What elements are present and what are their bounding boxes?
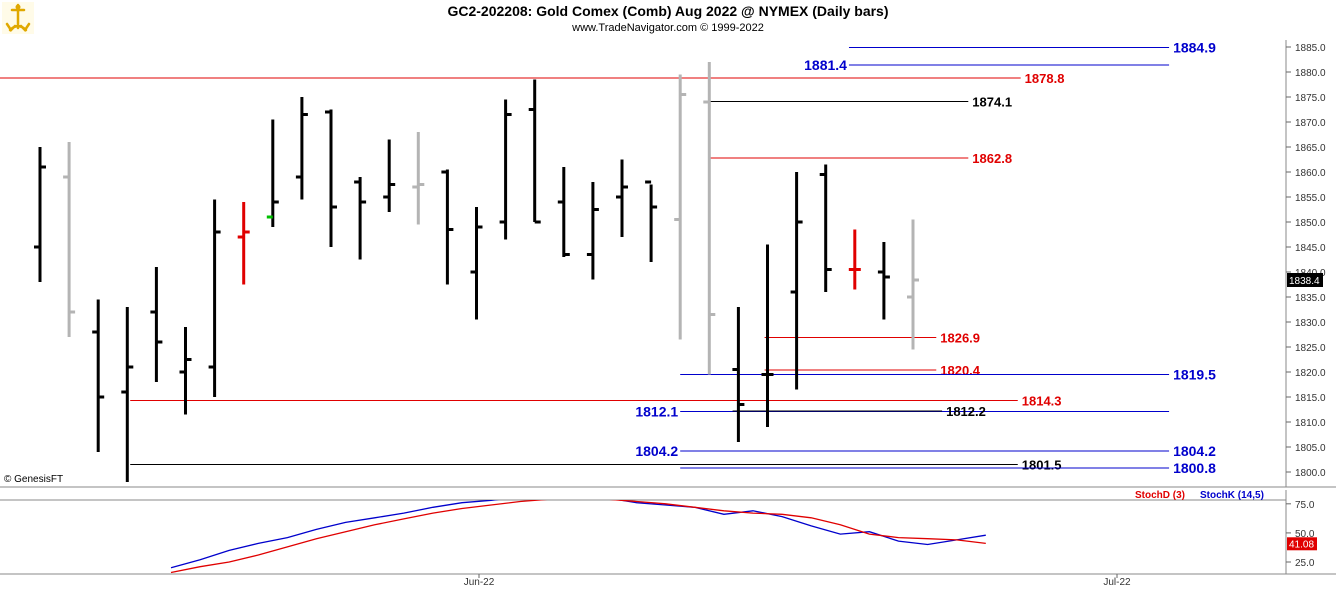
- ohlc-bars: [34, 62, 919, 482]
- ohlc-bar: [266, 119, 279, 227]
- ohlc-bar: [237, 202, 250, 285]
- level-label: 1804.2: [1173, 443, 1216, 459]
- ohlc-bar: [557, 167, 570, 257]
- level-label: 1800.8: [1173, 460, 1216, 476]
- legend-stoch-d: StochD (3): [1135, 490, 1185, 501]
- price-tick-label: 1815.0: [1295, 393, 1326, 404]
- level-label: 1881.4: [804, 57, 847, 73]
- ohlc-bar: [295, 97, 308, 200]
- stoch-k-line: [170, 500, 986, 569]
- ohlc-bar: [703, 62, 716, 375]
- last-price-marker: 1838.4: [1287, 273, 1323, 287]
- price-tick-label: 1860.0: [1295, 168, 1326, 179]
- ohlc-bar: [907, 219, 919, 350]
- stochastic-panel: 25.0 50.0 75.0 41.08 StochD (3) StochK (14,5…: [0, 490, 1336, 575]
- price-tick-label: 1850.0: [1295, 218, 1326, 229]
- ohlc-bar: [790, 172, 803, 390]
- chart-subtitle: www.TradeNavigator.com © 1999-2022: [572, 22, 764, 34]
- date-axis: Jun-22 Jul-22: [464, 574, 1131, 588]
- level-label: 1820.4: [940, 363, 981, 378]
- price-tick-label: 1835.0: [1295, 293, 1326, 304]
- price-tick-label: 1865.0: [1295, 143, 1326, 154]
- price-axis-ticks: 1800.0 1805.0 1810.0 1815.0 1820.0 1825.0 1830…: [1286, 43, 1326, 479]
- ohlc-bar: [819, 164, 832, 292]
- level-label: 1804.2: [635, 443, 678, 459]
- ohlc-bar: [92, 299, 105, 452]
- stoch-tick-label: 50.0: [1295, 529, 1315, 540]
- ohlc-bar: [412, 132, 425, 225]
- chart-title: GC2-202208: Gold Comex (Comb) Aug 2022 @…: [447, 3, 889, 19]
- date-tick-label: Jul-22: [1103, 577, 1131, 588]
- stoch-d-line: [170, 500, 986, 574]
- price-tick-label: 1845.0: [1295, 243, 1326, 254]
- stoch-readout-label: 41.08: [1289, 539, 1314, 550]
- price-tick-label: 1825.0: [1295, 343, 1326, 354]
- ohlc-bar: [877, 242, 890, 320]
- ohlc-bar: [761, 244, 774, 427]
- ohlc-bar: [499, 99, 512, 240]
- stoch-lines: [170, 500, 986, 574]
- ohlc-bar: [732, 307, 745, 442]
- date-tick-label: Jun-22: [464, 577, 495, 588]
- price-panel: 1800.0 1805.0 1810.0 1815.0 1820.0 1825.0 1830…: [0, 40, 1336, 488]
- ohlc-bar: [441, 169, 454, 285]
- price-tick-label: 1800.0: [1295, 468, 1326, 479]
- ohlc-bar: [121, 307, 134, 482]
- stoch-tick-label: 75.0: [1295, 500, 1315, 511]
- price-tick-label: 1830.0: [1295, 318, 1326, 329]
- last-price-label: 1838.4: [1289, 276, 1320, 287]
- genesis-logo-icon: [2, 2, 34, 34]
- ohlc-bar: [586, 182, 599, 280]
- level-label: 1862.8: [972, 151, 1012, 166]
- stoch-readout-box: [1287, 537, 1317, 551]
- level-label: 1884.9: [1173, 40, 1216, 56]
- ohlc-bar: [354, 177, 367, 260]
- level-label: 1812.2: [946, 404, 986, 419]
- data-credit: © GenesisFT: [4, 474, 64, 485]
- stoch-axis-ticks: 25.0 50.0 75.0 41.08: [1286, 500, 1317, 569]
- ohlc-bar: [150, 267, 163, 382]
- price-tick-label: 1855.0: [1295, 193, 1326, 204]
- level-label: 1814.3: [1022, 394, 1062, 409]
- ohlc-bar: [208, 199, 221, 397]
- level-label: 1812.1: [635, 404, 678, 420]
- level-label: 1874.1: [972, 95, 1012, 110]
- ohlc-bar: [645, 180, 658, 262]
- ohlc-bar: [528, 79, 541, 224]
- price-tick-label: 1880.0: [1295, 68, 1326, 79]
- price-tick-label: 1870.0: [1295, 118, 1326, 129]
- price-tick-label: 1885.0: [1295, 43, 1326, 54]
- ohlc-bar: [34, 147, 46, 282]
- level-label: 1878.8: [1025, 71, 1065, 86]
- price-tick-label: 1805.0: [1295, 443, 1326, 454]
- level-label: 1826.9: [940, 331, 980, 346]
- price-tick-label: 1820.0: [1295, 368, 1326, 379]
- stoch-legend: StochD (3) StochK (14,5): [1135, 490, 1264, 501]
- level-label: 1801.5: [1022, 458, 1062, 473]
- ohlc-bar: [325, 109, 337, 247]
- ohlc-bar: [383, 139, 396, 212]
- support-resistance-levels: 1884.9 1881.4 1878.8 1874.1 1862.8 1826.9 1820…: [0, 40, 1216, 476]
- level-label: 1819.5: [1173, 367, 1216, 383]
- price-tick-label: 1875.0: [1295, 93, 1326, 104]
- ohlc-bar: [179, 327, 192, 415]
- ohlc-bar: [616, 159, 628, 237]
- ohlc-bar: [63, 142, 76, 337]
- ohlc-bar: [674, 74, 687, 340]
- stoch-tick-label: 25.0: [1295, 558, 1315, 569]
- legend-stoch-k: StochK (14,5): [1200, 490, 1264, 501]
- price-tick-label: 1810.0: [1295, 418, 1326, 429]
- ohlc-bar: [848, 229, 861, 290]
- ohlc-bar: [470, 207, 483, 320]
